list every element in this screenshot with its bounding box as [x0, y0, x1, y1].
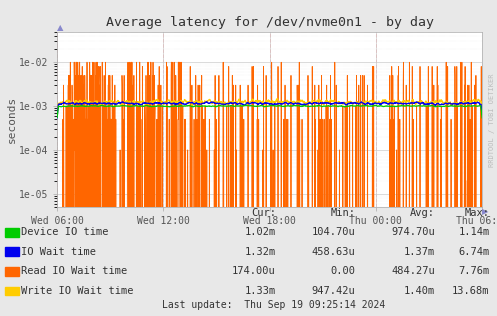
Text: 1.02m: 1.02m	[245, 227, 276, 237]
Text: 1.32m: 1.32m	[245, 247, 276, 257]
Text: 7.76m: 7.76m	[458, 266, 490, 276]
Title: Average latency for /dev/nvme0n1 - by day: Average latency for /dev/nvme0n1 - by da…	[106, 16, 433, 29]
Text: 947.42u: 947.42u	[312, 286, 355, 296]
Text: Min:: Min:	[331, 208, 355, 218]
Text: Avg:: Avg:	[410, 208, 435, 218]
Text: 13.68m: 13.68m	[452, 286, 490, 296]
Text: IO Wait time: IO Wait time	[21, 247, 96, 257]
Text: 484.27u: 484.27u	[391, 266, 435, 276]
Text: 0.00: 0.00	[331, 266, 355, 276]
Text: Cur:: Cur:	[251, 208, 276, 218]
Text: Device IO time: Device IO time	[21, 227, 109, 237]
Text: 974.70u: 974.70u	[391, 227, 435, 237]
Text: 174.00u: 174.00u	[232, 266, 276, 276]
Text: ▲: ▲	[57, 23, 64, 32]
Y-axis label: seconds: seconds	[7, 96, 17, 143]
Text: Last update:  Thu Sep 19 09:25:14 2024: Last update: Thu Sep 19 09:25:14 2024	[162, 300, 385, 310]
Text: 104.70u: 104.70u	[312, 227, 355, 237]
Text: 1.33m: 1.33m	[245, 286, 276, 296]
Text: Max:: Max:	[465, 208, 490, 218]
Text: 1.40m: 1.40m	[404, 286, 435, 296]
Text: 1.14m: 1.14m	[458, 227, 490, 237]
Text: 6.74m: 6.74m	[458, 247, 490, 257]
Text: ▶: ▶	[482, 207, 489, 216]
Text: RRDTOOL / TOBI OETIKER: RRDTOOL / TOBI OETIKER	[489, 73, 495, 167]
Text: 1.37m: 1.37m	[404, 247, 435, 257]
Text: Read IO Wait time: Read IO Wait time	[21, 266, 128, 276]
Text: Write IO Wait time: Write IO Wait time	[21, 286, 134, 296]
Text: 458.63u: 458.63u	[312, 247, 355, 257]
